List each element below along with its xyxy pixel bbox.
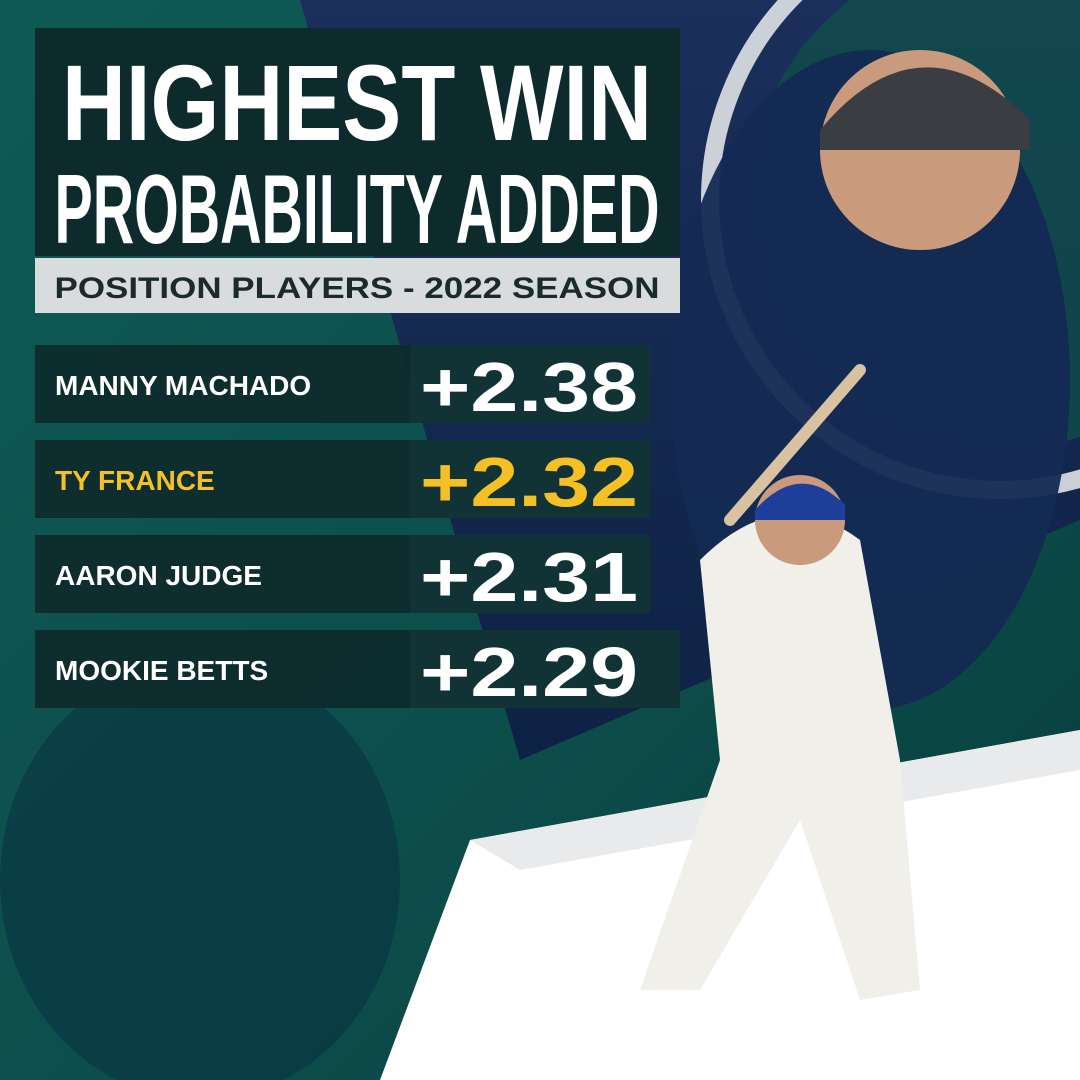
value-background [410, 535, 650, 613]
ranking-list: MANNY MACHADO +2.38 TY FRANCE +2.32 AARON JU… [35, 345, 680, 711]
helmet [820, 67, 1030, 150]
title-line: HIGHEST WIN [62, 42, 652, 163]
title-line: PROBABILITY ADDED [55, 154, 660, 264]
player-value: +2.29 [420, 633, 638, 711]
bat [724, 364, 866, 526]
subtitle-band [35, 258, 680, 313]
value-background [410, 345, 650, 423]
value-background [410, 630, 680, 708]
subtitle: POSITION PLAYERS - 2022 SEASON [55, 272, 660, 305]
batter-helmet [755, 483, 845, 520]
player-value: +2.32 [420, 443, 638, 521]
faded-player [0, 660, 400, 1080]
player-value: +2.31 [420, 538, 638, 616]
value-background [410, 440, 650, 518]
player-name: MOOKIE BETTS [55, 655, 268, 686]
player-name: MANNY MACHADO [55, 370, 311, 401]
player-name: AARON JUDGE [55, 560, 262, 591]
batter [640, 514, 920, 1000]
player-value: +2.38 [420, 348, 638, 426]
player-name: TY FRANCE [55, 465, 215, 496]
title-box [35, 28, 680, 256]
